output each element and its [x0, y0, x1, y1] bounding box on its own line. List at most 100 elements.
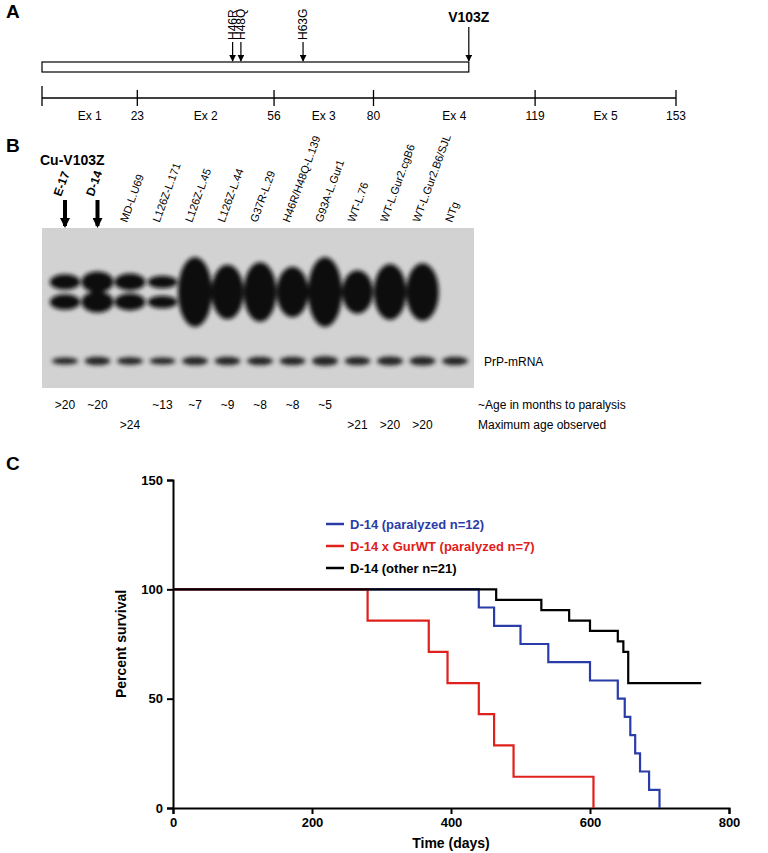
- lane-label: L126Z-L.44: [215, 167, 246, 224]
- tick-label: 0: [156, 801, 163, 816]
- tick-mark: [167, 808, 173, 810]
- tick-label: 600: [580, 815, 602, 830]
- prp-band: [377, 356, 403, 365]
- tick-mark: [451, 808, 453, 814]
- x-axis-title: Time (days): [412, 835, 490, 851]
- tick: 0: [170, 808, 177, 830]
- survival-curve: [173, 589, 660, 808]
- sod1-band: [244, 262, 277, 322]
- band-label: PrP-mRNA: [484, 355, 543, 369]
- paralysis-age: ~8: [253, 398, 267, 412]
- lane-label: G37R-L.29: [248, 169, 278, 224]
- plot-area: [173, 589, 701, 808]
- gene-diagram: 235680119153Ex 1Ex 2Ex 3Ex 4Ex 5H46RH48Q…: [42, 9, 686, 123]
- lane-label: L126Z-L.171: [150, 161, 183, 224]
- lane-arrow: [96, 200, 100, 226]
- sod1-band: [406, 263, 439, 320]
- tick-mark: [167, 698, 173, 700]
- x-axis: 0 200 400 600 800: [170, 808, 740, 830]
- prp-band: [52, 357, 78, 364]
- paralysis-age: ~20: [87, 398, 108, 412]
- prp-band: [312, 356, 338, 366]
- exon-boundary-label: 56: [267, 109, 281, 123]
- paralysis-age: >20: [55, 398, 76, 412]
- tick-label: 800: [719, 815, 741, 830]
- survival-curve: [173, 589, 593, 808]
- gene-axis-start: [41, 86, 42, 106]
- legend-swatch: [326, 567, 344, 570]
- exon-boundary-tick: [675, 90, 676, 106]
- sod1-band: [148, 296, 178, 309]
- prp-band: [117, 357, 143, 365]
- exon-boundary-tick: [373, 90, 374, 106]
- max-age: >20: [380, 418, 401, 432]
- max-age: >24: [120, 418, 141, 432]
- sod1-band: [82, 292, 114, 313]
- paralysis-age: ~5: [318, 398, 332, 412]
- lane-label: D-14: [83, 168, 105, 198]
- exon-boundary-tick: [273, 90, 274, 106]
- tick: 400: [441, 808, 463, 830]
- sod1-band: [277, 267, 309, 317]
- tick-label: 200: [302, 815, 324, 830]
- tick-mark: [167, 589, 173, 591]
- lane-label: WT-L.Gur2.cgB6: [378, 143, 417, 224]
- sod1-band: [50, 274, 80, 289]
- tick: 50: [149, 691, 173, 706]
- panel-label: B: [6, 135, 20, 156]
- mutation-label: H63G: [296, 9, 310, 40]
- construct-label: V103Z: [448, 9, 490, 25]
- mutation-label: H48Q: [234, 9, 248, 40]
- construct-bar: [42, 62, 469, 72]
- prp-band: [182, 357, 208, 365]
- blot-bands: [50, 257, 468, 366]
- sod1-band: [82, 272, 114, 293]
- exon-label: Ex 3: [312, 109, 336, 123]
- lane-label: E-17: [51, 169, 73, 198]
- prp-band: [345, 357, 371, 365]
- sod1-band: [115, 274, 146, 291]
- tick-mark: [312, 808, 314, 814]
- panel-label: C: [6, 453, 20, 474]
- tick: 200: [302, 808, 324, 830]
- sod1-band: [342, 270, 373, 313]
- exon-boundary-label: 153: [666, 109, 686, 123]
- lane-label: WT-L.76: [345, 181, 370, 224]
- legend-label: D-14 (other n=21): [350, 561, 457, 576]
- tick: 600: [580, 808, 602, 830]
- lane-label: MD-L.U69: [118, 172, 146, 223]
- lane-arrow: [63, 200, 67, 226]
- prp-band: [280, 357, 306, 365]
- sod1-band: [148, 276, 178, 289]
- mutation-arrow: [232, 42, 233, 61]
- mutation-arrow: [302, 42, 303, 61]
- tick-label: 100: [141, 582, 163, 597]
- paralysis-age: ~13: [152, 398, 173, 412]
- tick-label: 400: [441, 815, 463, 830]
- tick-label: 150: [141, 473, 163, 488]
- legend-label: D-14 (paralyzed n=12): [350, 517, 484, 532]
- prp-band: [410, 356, 436, 365]
- exon-label: Ex 2: [194, 109, 218, 123]
- max-age: >21: [347, 418, 368, 432]
- sod1-band: [115, 294, 146, 311]
- tick: 150: [141, 473, 173, 488]
- survival-curve: [173, 589, 701, 683]
- construct-arrow: [468, 27, 469, 61]
- sod1-band: [308, 257, 342, 327]
- row-label: Maximum age observed: [478, 418, 606, 432]
- legend-swatch: [326, 545, 344, 548]
- tick: 800: [719, 808, 741, 830]
- legend-swatch: [326, 523, 344, 526]
- exon-boundary-tick: [137, 90, 138, 106]
- y-axis: 0 50 100 150: [141, 473, 173, 816]
- tick-label: 0: [170, 815, 177, 830]
- tick-mark: [729, 808, 731, 814]
- exon-label: Ex 5: [594, 109, 618, 123]
- sod1-band: [374, 264, 406, 320]
- exon-label: Ex 4: [442, 109, 466, 123]
- group-label: Cu-V103Z: [40, 152, 105, 168]
- prp-band: [85, 357, 111, 365]
- exon-boundary-tick: [534, 90, 535, 106]
- axis-line: [167, 481, 174, 809]
